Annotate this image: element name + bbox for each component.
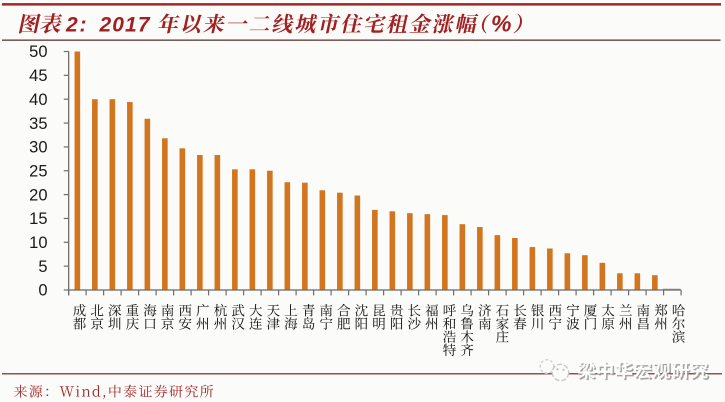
- svg-text:20: 20: [29, 186, 47, 204]
- svg-text:2: 2: [65, 14, 78, 37]
- svg-text:40: 40: [29, 91, 47, 109]
- svg-text:35: 35: [29, 115, 47, 133]
- svg-text:25: 25: [29, 162, 47, 180]
- svg-text:0: 0: [38, 282, 47, 300]
- svg-text:45: 45: [29, 67, 47, 85]
- svg-text:10: 10: [29, 234, 47, 252]
- svg-text:15: 15: [29, 210, 47, 228]
- svg-text:5: 5: [38, 258, 47, 276]
- svg-text:50: 50: [29, 43, 47, 61]
- svg-text::: :: [80, 14, 87, 37]
- svg-text:2017: 2017: [99, 14, 151, 37]
- svg-text:%: %: [491, 11, 511, 37]
- svg-text:30: 30: [29, 139, 47, 157]
